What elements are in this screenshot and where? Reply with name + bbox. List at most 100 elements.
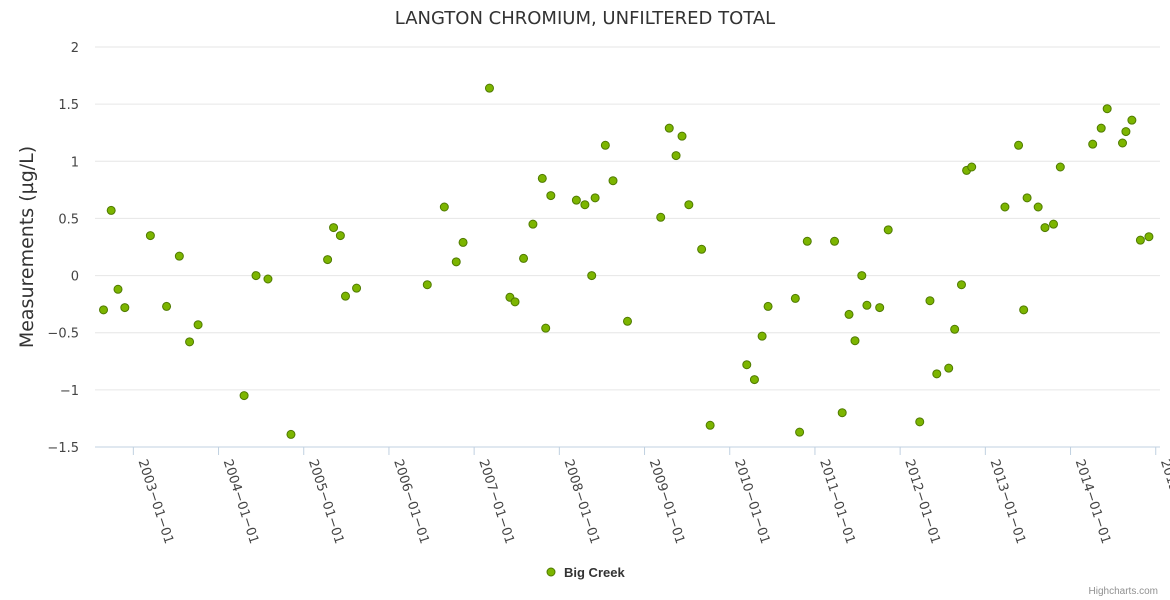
data-point[interactable] — [174, 251, 184, 261]
data-point[interactable] — [844, 309, 854, 319]
data-point[interactable] — [1102, 104, 1112, 114]
data-point[interactable] — [1088, 139, 1098, 149]
y-axis-ticks: 2 1.5 1 0.5 0 −0.5 −1 −1.5 — [47, 41, 79, 456]
data-point[interactable] — [571, 195, 581, 205]
y-tick-label: 1 — [71, 155, 79, 170]
data-point[interactable] — [519, 253, 529, 263]
x-tick-label: 2005−01−01 — [305, 458, 346, 546]
data-point[interactable] — [802, 236, 812, 246]
y-axis-label: Measurements (µg/L) — [16, 146, 38, 348]
data-point[interactable] — [1049, 219, 1058, 229]
data-point[interactable] — [705, 420, 715, 430]
data-point[interactable] — [656, 212, 666, 222]
data-point[interactable] — [1096, 123, 1106, 133]
gridlines — [95, 46, 1160, 448]
data-point[interactable] — [263, 274, 273, 284]
data-point[interactable] — [193, 320, 203, 330]
data-points — [99, 83, 1154, 439]
data-point[interactable] — [510, 297, 520, 307]
x-tick-label: 2008−01−01 — [561, 458, 602, 546]
data-point[interactable] — [422, 280, 432, 290]
data-point[interactable] — [677, 131, 687, 141]
x-tick-label: 2013−01−01 — [987, 458, 1028, 546]
data-point[interactable] — [329, 223, 339, 233]
data-point[interactable] — [697, 244, 707, 254]
data-point[interactable] — [749, 375, 759, 385]
data-point[interactable] — [1040, 223, 1050, 233]
data-point[interactable] — [352, 283, 362, 293]
data-point[interactable] — [915, 417, 925, 427]
x-tick-label: 2003−01−01 — [135, 458, 176, 546]
data-point[interactable] — [239, 391, 249, 401]
data-point[interactable] — [335, 231, 345, 241]
data-point[interactable] — [1135, 235, 1145, 245]
chart-title: LANGTON CHROMIUM, UNFILTERED TOTAL — [395, 8, 775, 29]
data-point[interactable] — [106, 205, 116, 215]
data-point[interactable] — [251, 271, 261, 281]
data-point[interactable] — [757, 331, 767, 341]
data-point[interactable] — [684, 200, 694, 210]
data-point[interactable] — [113, 284, 123, 294]
data-point[interactable] — [857, 271, 867, 281]
legend-marker-icon[interactable] — [546, 567, 556, 577]
data-point[interactable] — [790, 293, 800, 303]
data-point[interactable] — [600, 140, 610, 150]
data-point[interactable] — [944, 363, 954, 373]
data-point[interactable] — [340, 291, 350, 301]
data-point[interactable] — [830, 236, 840, 246]
data-point[interactable] — [1118, 138, 1128, 148]
data-point[interactable] — [537, 173, 547, 183]
data-point[interactable] — [528, 219, 538, 229]
data-point[interactable] — [837, 408, 847, 418]
data-point[interactable] — [1019, 305, 1029, 315]
data-point[interactable] — [458, 237, 468, 247]
data-point[interactable] — [932, 369, 942, 379]
data-point[interactable] — [763, 301, 773, 311]
data-point[interactable] — [1144, 232, 1154, 242]
y-tick-label: −1.5 — [47, 441, 79, 456]
data-point[interactable] — [286, 429, 296, 439]
data-point[interactable] — [608, 176, 618, 186]
y-tick-label: 0.5 — [58, 212, 79, 227]
data-point[interactable] — [925, 296, 935, 306]
data-point[interactable] — [541, 323, 551, 333]
data-point[interactable] — [546, 191, 556, 201]
data-point[interactable] — [439, 202, 449, 212]
data-point[interactable] — [1127, 115, 1137, 125]
legend-label[interactable]: Big Creek — [564, 565, 625, 580]
x-tick-label: 2011−01−01 — [816, 458, 857, 546]
data-point[interactable] — [623, 316, 632, 326]
data-point[interactable] — [671, 151, 681, 161]
data-point[interactable] — [956, 280, 966, 290]
data-point[interactable] — [850, 336, 860, 346]
data-point[interactable] — [580, 200, 590, 210]
y-tick-label: −0.5 — [47, 327, 79, 342]
data-point[interactable] — [162, 301, 172, 311]
data-point[interactable] — [323, 255, 333, 265]
data-point[interactable] — [1022, 193, 1032, 203]
legend[interactable]: Big Creek — [546, 565, 625, 580]
data-point[interactable] — [883, 225, 893, 235]
data-point[interactable] — [1014, 140, 1024, 150]
data-point[interactable] — [185, 337, 195, 347]
data-point[interactable] — [950, 324, 960, 334]
data-point[interactable] — [99, 305, 109, 315]
data-point[interactable] — [451, 257, 461, 267]
data-point[interactable] — [664, 123, 674, 133]
data-point[interactable] — [967, 162, 977, 172]
data-point[interactable] — [590, 193, 600, 203]
data-point[interactable] — [742, 360, 752, 370]
x-tick-label: 2004−01−01 — [220, 458, 261, 546]
data-point[interactable] — [795, 427, 805, 437]
data-point[interactable] — [875, 303, 885, 313]
data-point[interactable] — [862, 300, 872, 310]
data-point[interactable] — [587, 271, 597, 281]
data-point[interactable] — [1121, 127, 1131, 137]
data-point[interactable] — [1033, 202, 1043, 212]
data-point[interactable] — [120, 303, 130, 313]
data-point[interactable] — [1000, 202, 1010, 212]
credits-link[interactable]: Highcharts.com — [1089, 586, 1158, 597]
data-point[interactable] — [484, 83, 494, 93]
data-point[interactable] — [145, 231, 155, 241]
data-point[interactable] — [1055, 162, 1065, 172]
